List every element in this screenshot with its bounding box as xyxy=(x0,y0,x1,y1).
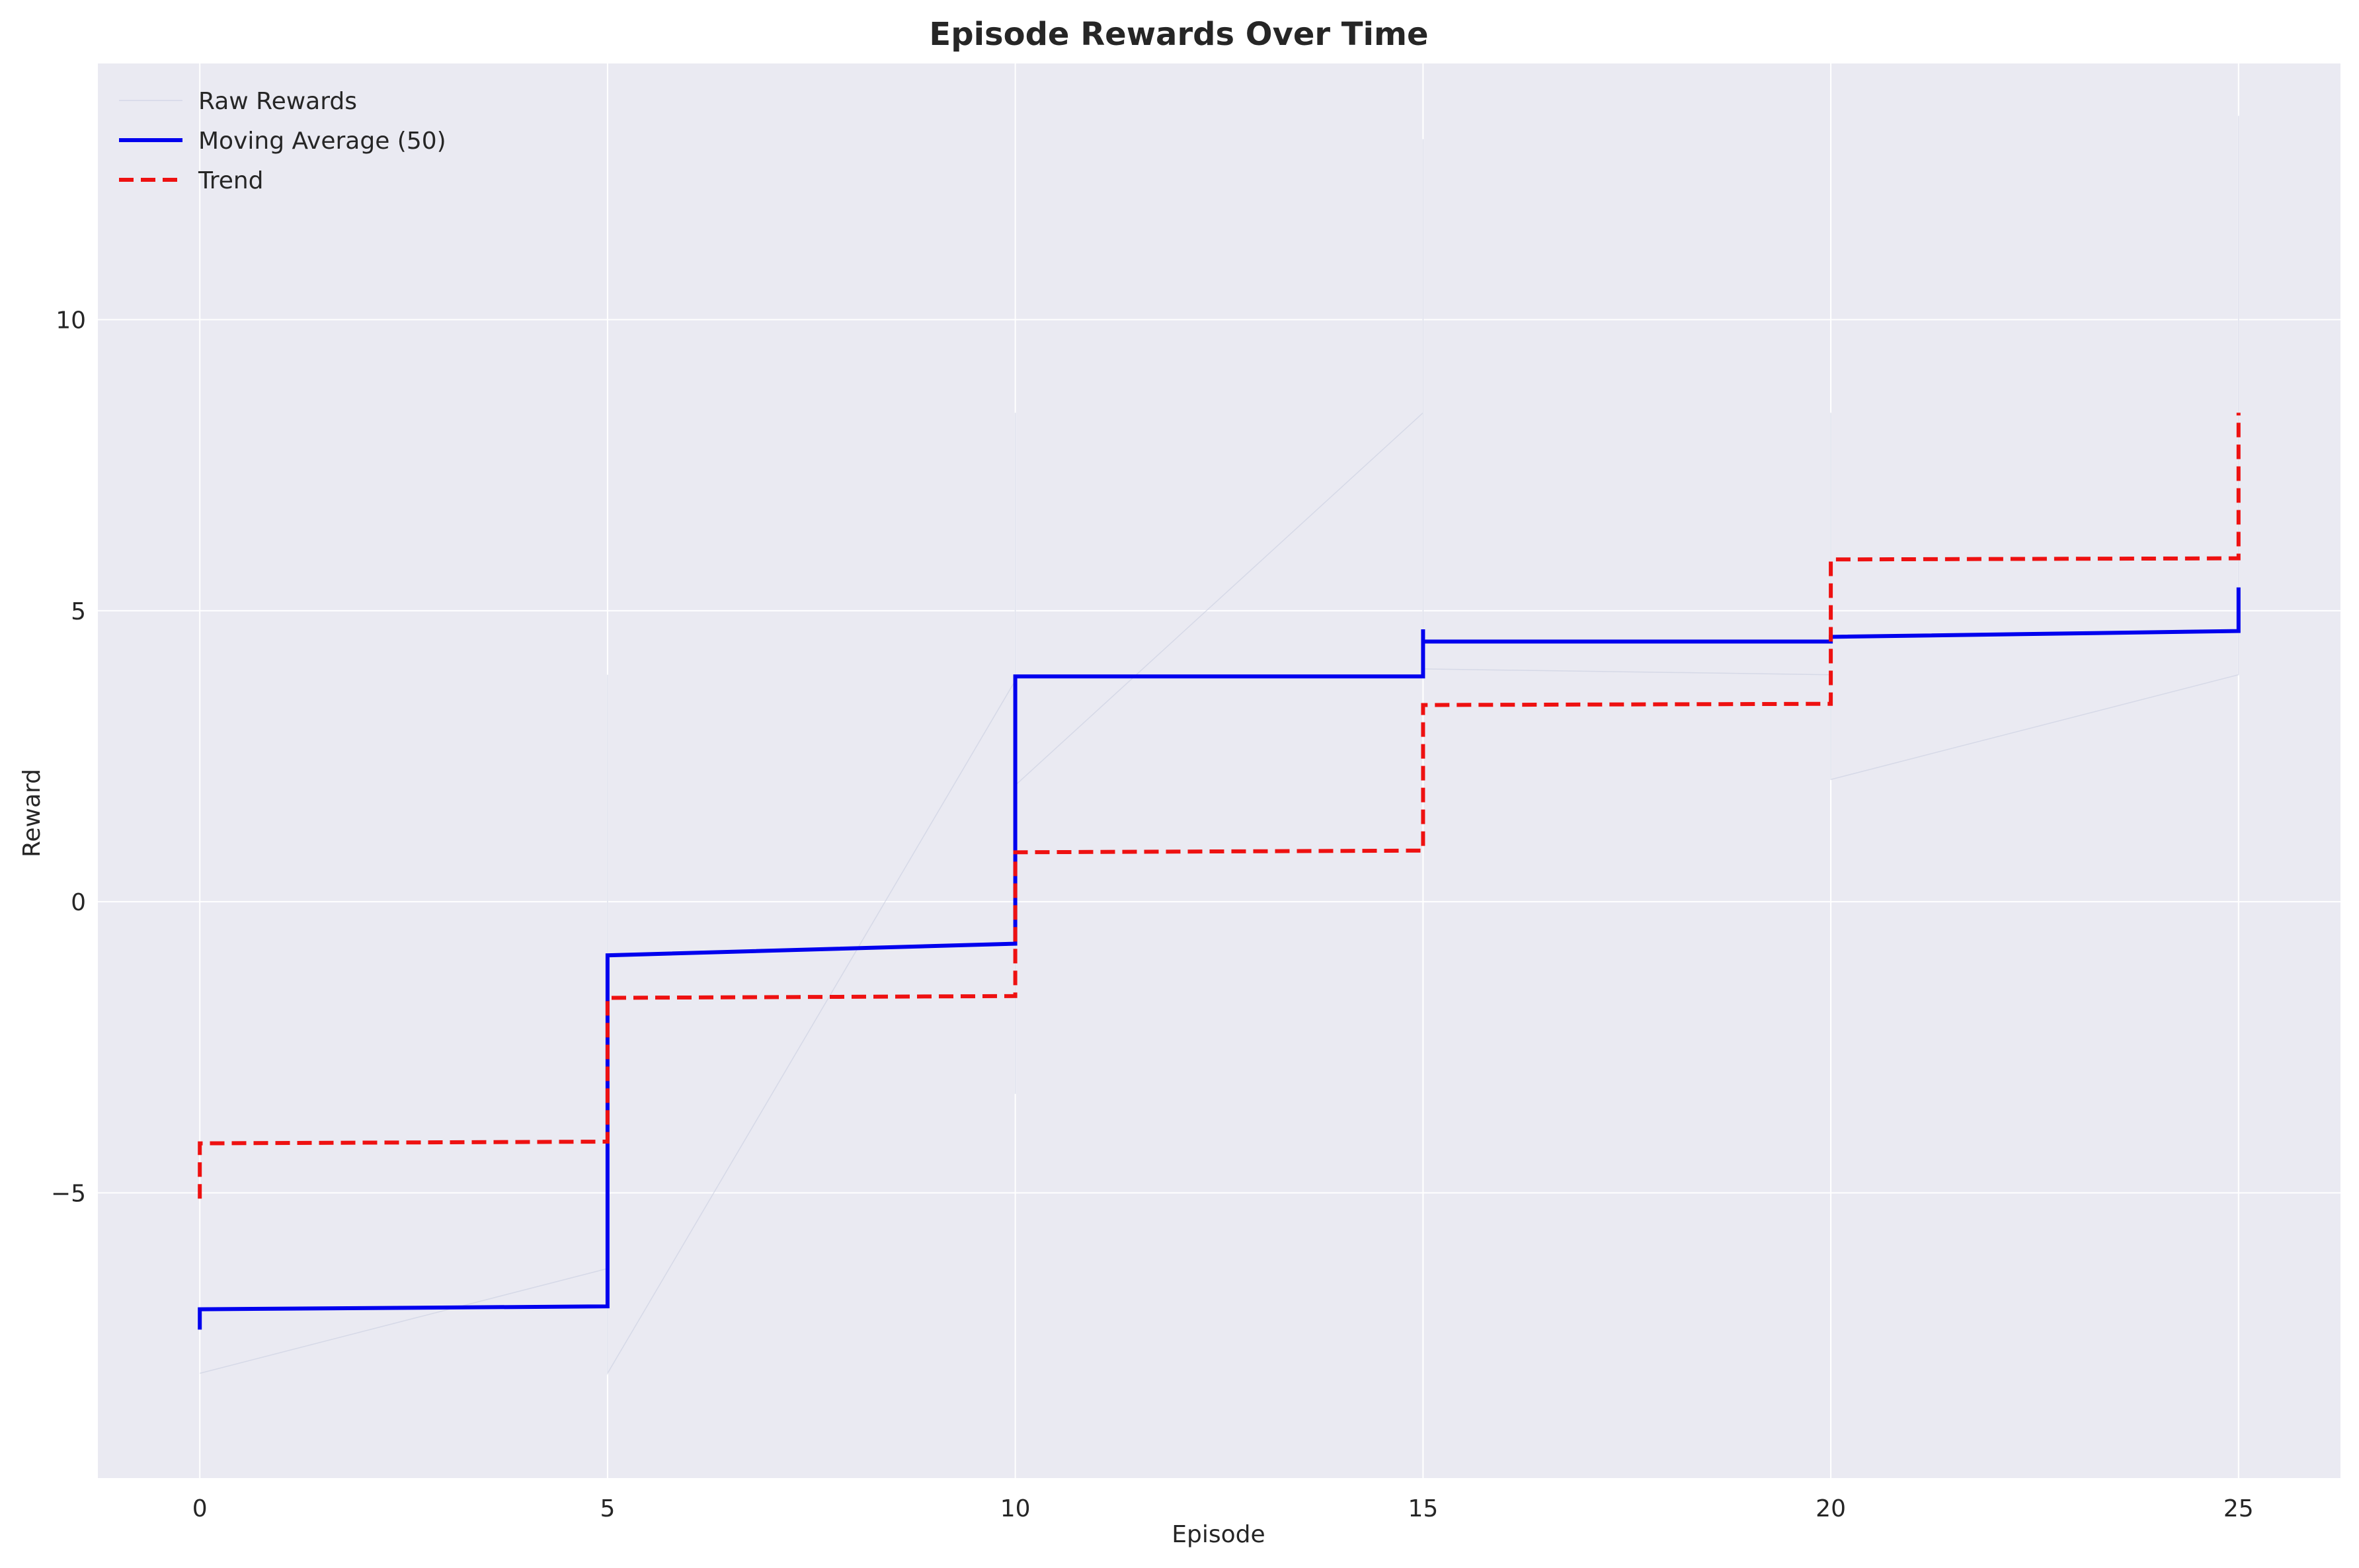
x-axis-label: Episode xyxy=(1172,1521,1265,1548)
x-tick-label: 25 xyxy=(2223,1495,2254,1522)
series-line-trend xyxy=(198,412,2241,1199)
x-tick-label: 20 xyxy=(1816,1495,1846,1522)
x-tick-label: 0 xyxy=(192,1495,208,1522)
x-tick-label: 5 xyxy=(600,1495,615,1522)
legend-label: Trend xyxy=(198,167,264,194)
y-tick-label: 5 xyxy=(71,598,86,625)
legend-label: Raw Rewards xyxy=(198,88,357,115)
x-tick-label: 10 xyxy=(1000,1495,1031,1522)
chart-title: Episode Rewards Over Time xyxy=(929,16,1428,53)
legend: Raw Rewards Moving Average (50) Trend xyxy=(119,88,446,194)
series-layer xyxy=(198,116,2241,1376)
x-tick-label: 15 xyxy=(1408,1495,1438,1522)
tick-labels: 0 5 10 15 20 25 −5 0 5 10 xyxy=(51,307,2254,1522)
plot-area xyxy=(98,63,2340,1478)
legend-label: Moving Average (50) xyxy=(198,128,446,155)
y-axis-label: Reward xyxy=(19,769,46,857)
y-tick-label: 10 xyxy=(56,307,86,334)
y-tick-label: −5 xyxy=(51,1180,86,1207)
y-tick-label: 0 xyxy=(71,889,86,916)
